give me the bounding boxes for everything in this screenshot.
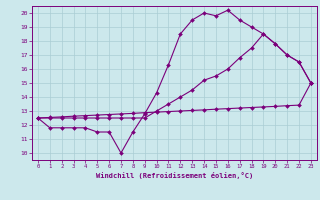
X-axis label: Windchill (Refroidissement éolien,°C): Windchill (Refroidissement éolien,°C) bbox=[96, 172, 253, 179]
